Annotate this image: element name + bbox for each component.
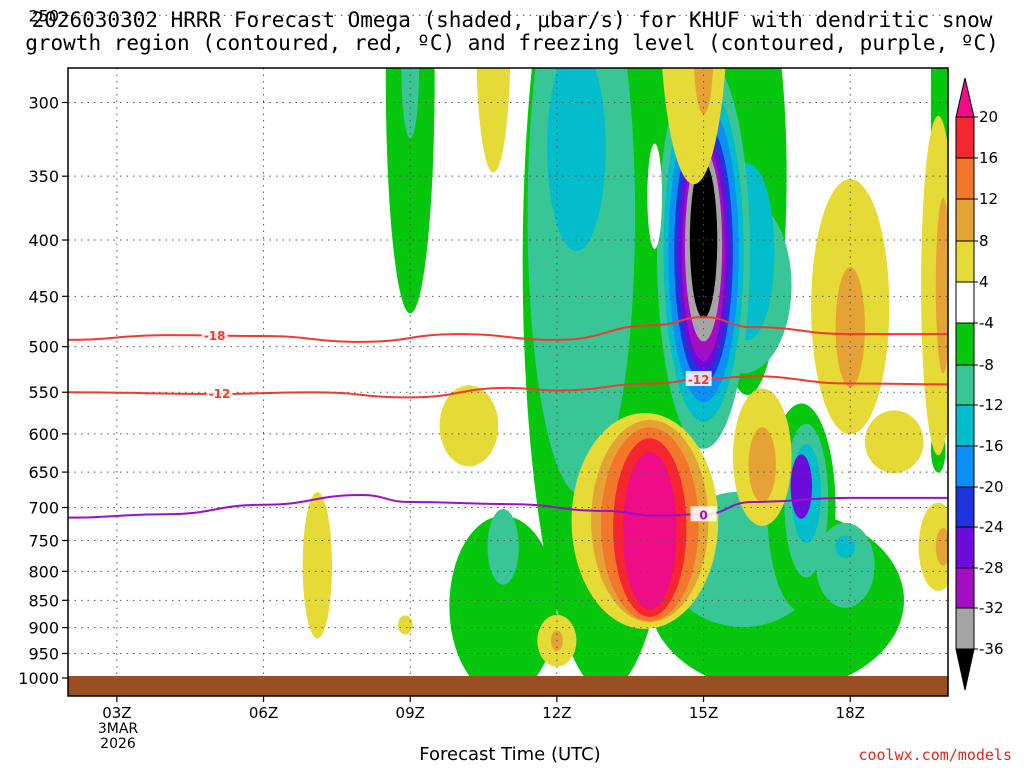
y-tick-label: 750 — [28, 531, 59, 550]
omega-region — [777, 0, 845, 40]
colorbar-tick-label: 16 — [979, 149, 998, 167]
colorbar-swatch — [956, 158, 974, 199]
colorbar-swatch — [956, 487, 974, 527]
x-tick-label: 15Z — [689, 704, 718, 722]
chart-title-line-1: 2026030302 HRRR Forecast Omega (shaded, … — [31, 8, 993, 32]
x-axis-ticks: 03Z 06Z 09Z 12Z 15Z 18Z — [102, 696, 865, 722]
colorbar-swatch — [956, 405, 974, 446]
colorbar-swatch — [956, 282, 974, 323]
y-tick-label: 700 — [28, 499, 59, 518]
y-axis-ticks: 250 300 350 400 450 500 550 600 650 700 750 800 850 9… — [18, 6, 68, 688]
colorbar-swatch — [956, 527, 974, 568]
y-tick-label: 550 — [28, 383, 59, 402]
colorbar-swatch — [956, 78, 974, 117]
contour-label: -12 — [688, 373, 710, 387]
colorbar-swatch — [956, 568, 974, 608]
colorbar-tick-label: -8 — [979, 356, 994, 374]
y-tick-label: 950 — [28, 644, 59, 663]
y-tick-label: 450 — [28, 287, 59, 306]
colorbar-tick-label: -16 — [979, 437, 1004, 455]
contour-label-bg — [690, 506, 717, 522]
date-label-year: 2026 — [100, 736, 136, 752]
omega-region — [487, 509, 519, 585]
colorbar-swatch — [956, 323, 974, 365]
y-tick-label: 1000 — [18, 669, 59, 688]
omega-region — [689, 161, 718, 319]
colorbar-swatch — [956, 649, 974, 690]
contour-lines: -18 -12 -12 0 — [67, 316, 949, 522]
omega-region — [476, 68, 511, 173]
colorbar-tick-label: -28 — [979, 559, 1004, 577]
contour-label-bg — [206, 385, 233, 401]
omega-region — [449, 515, 557, 696]
site-credit: coolwx.com/models — [858, 746, 1012, 764]
colorbar-tick-label: 4 — [979, 273, 989, 291]
omega-region — [835, 535, 856, 559]
contour-line — [67, 494, 948, 519]
chart-title-line-2: growth region (contoured, red, ºC) and f… — [25, 31, 999, 55]
omega-region — [864, 410, 924, 474]
omega-region — [918, 502, 948, 591]
x-tick-label: 03Z — [102, 704, 131, 722]
ground-surface — [68, 676, 948, 696]
y-tick-label: 300 — [28, 94, 59, 113]
colorbar-tick-label: -36 — [979, 640, 1004, 658]
omega-region — [622, 452, 677, 610]
y-tick-label: 600 — [28, 425, 59, 444]
y-tick-label: 400 — [28, 231, 59, 250]
colorbar-swatch — [956, 241, 974, 282]
omega-region — [647, 143, 663, 249]
plot-frame — [67, 67, 949, 697]
omega-region — [790, 454, 813, 519]
colorbar-tick-label: 12 — [979, 190, 998, 208]
x-tick-label: 18Z — [836, 704, 865, 722]
omega-region — [935, 197, 948, 374]
x-axis-label: Forecast Time (UTC) — [419, 744, 601, 765]
colorbar-swatch — [956, 199, 974, 241]
omega-region — [816, 522, 875, 608]
contour-label: -18 — [204, 329, 226, 343]
y-tick-label: 800 — [28, 562, 59, 581]
y-tick-label: 350 — [28, 167, 59, 186]
colorbar-swatch — [956, 446, 974, 487]
colorbar-swatch — [956, 117, 974, 158]
y-tick-label: 250 — [28, 6, 59, 25]
omega-region — [935, 527, 948, 566]
y-tick-label: 650 — [28, 463, 59, 482]
x-tick-label: 06Z — [249, 704, 278, 722]
omega-region — [439, 385, 499, 467]
contour-line — [67, 375, 949, 399]
grid-lines — [68, 14, 948, 696]
omega-region — [748, 427, 776, 503]
omega-region — [835, 267, 865, 388]
x-tick-label: 12Z — [542, 704, 571, 722]
omega-region — [547, 68, 606, 251]
omega-region — [398, 615, 413, 635]
contour-label: -12 — [209, 387, 231, 401]
colorbar-tick-label: -4 — [979, 314, 994, 332]
y-tick-label: 500 — [28, 338, 59, 357]
y-tick-label: 900 — [28, 619, 59, 638]
date-label-day: 3MAR — [97, 721, 139, 737]
y-tick-label: 850 — [28, 591, 59, 610]
contour-label: 0 — [699, 508, 707, 522]
omega-region — [385, 68, 435, 314]
colorbar-swatch — [956, 608, 974, 649]
colorbar-tick-label: 8 — [979, 232, 989, 250]
colorbar-tick-label: -24 — [979, 518, 1004, 536]
omega-shading — [302, 0, 948, 696]
colorbar-tick-label: -20 — [979, 478, 1004, 496]
contour-label-bg — [685, 371, 712, 387]
colorbar-swatch — [956, 365, 974, 405]
omega-region — [302, 492, 333, 639]
colorbar-tick-label: -12 — [979, 396, 1004, 414]
x-tick-label: 09Z — [396, 704, 425, 722]
contour-label-bg — [201, 327, 228, 343]
colorbar: 20 16 12 8 4 -4 -8 -12 -16 -20 -24 -28 -32 -36 — [955, 77, 1004, 691]
omega-region — [401, 68, 420, 139]
colorbar-tick-label: 20 — [979, 108, 998, 126]
colorbar-tick-label: -32 — [979, 599, 1004, 617]
